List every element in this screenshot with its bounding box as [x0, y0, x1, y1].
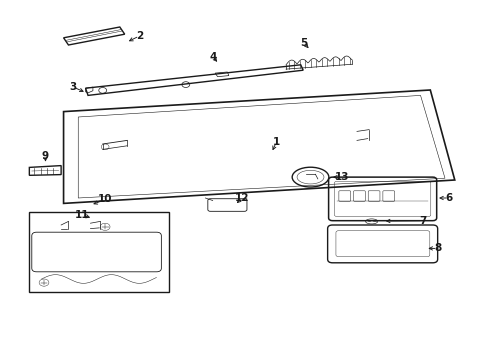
- Text: 4: 4: [208, 51, 216, 62]
- Text: 8: 8: [433, 243, 440, 253]
- Text: 7: 7: [418, 216, 426, 226]
- Text: 11: 11: [75, 210, 89, 220]
- Text: 1: 1: [272, 137, 279, 147]
- Text: 6: 6: [445, 193, 451, 203]
- Text: 9: 9: [42, 150, 49, 161]
- Text: 2: 2: [136, 31, 142, 41]
- Text: 5: 5: [300, 38, 307, 48]
- Text: 13: 13: [334, 172, 349, 182]
- Text: 12: 12: [234, 193, 249, 203]
- Text: 10: 10: [98, 194, 112, 204]
- Text: 3: 3: [70, 82, 77, 92]
